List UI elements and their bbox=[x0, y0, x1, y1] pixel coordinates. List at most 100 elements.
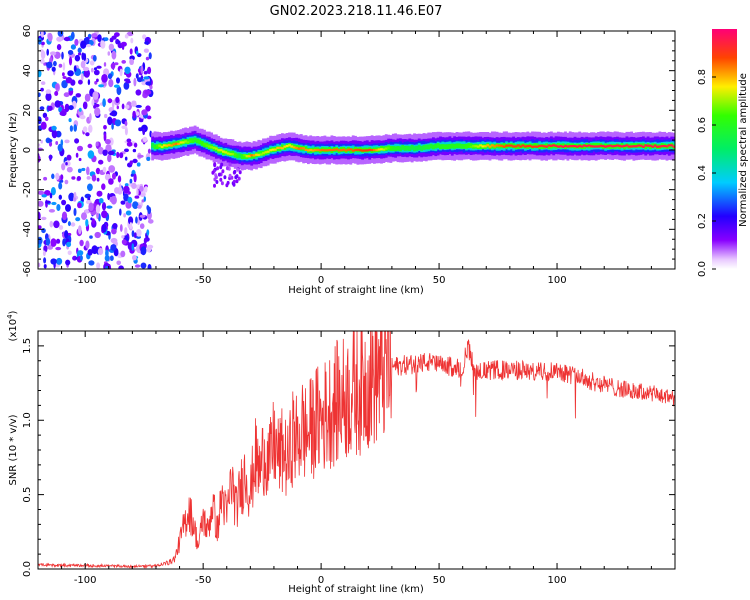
noise-blob bbox=[43, 176, 48, 181]
noise-blob bbox=[97, 247, 104, 256]
noise-blob bbox=[64, 139, 70, 144]
noise-blob bbox=[80, 60, 86, 69]
noise-blob bbox=[105, 249, 109, 257]
noise-blob bbox=[143, 237, 147, 244]
noise-blob bbox=[104, 113, 108, 119]
ridge-cell bbox=[446, 144, 449, 147]
noise-blob bbox=[74, 138, 80, 144]
noise-blob bbox=[45, 237, 51, 246]
noise-blob bbox=[128, 216, 134, 225]
colorbar-tick-label: 0.6 bbox=[697, 117, 708, 133]
ridge-cell bbox=[502, 145, 506, 148]
noise-blob bbox=[51, 66, 56, 72]
noise-blob bbox=[107, 154, 112, 163]
noise-blob bbox=[74, 54, 81, 62]
ridge-cell bbox=[604, 145, 607, 148]
noise-blob bbox=[57, 143, 63, 152]
snr-panel: -100 -50 0 50 100 0.0 0.5 1.0 1.5 Height of str… bbox=[6, 310, 676, 595]
ridge-tail-blob bbox=[213, 183, 216, 188]
noise-blob bbox=[71, 176, 76, 180]
noise-blob bbox=[79, 239, 84, 247]
ridge-cell bbox=[226, 152, 230, 155]
x-tick-label: -100 bbox=[74, 275, 97, 286]
noise-blob bbox=[80, 73, 84, 81]
ridge-cell bbox=[368, 148, 372, 151]
noise-blob bbox=[115, 96, 120, 104]
ridge-cell bbox=[278, 146, 282, 149]
noise-blob bbox=[134, 195, 140, 199]
noise-blob bbox=[50, 187, 56, 196]
noise-blob bbox=[110, 195, 117, 205]
ridge-cell bbox=[599, 144, 603, 147]
ridge-cell bbox=[321, 148, 324, 152]
noise-blob bbox=[38, 200, 44, 207]
ridge-cell bbox=[297, 147, 301, 150]
noise-blob bbox=[75, 152, 79, 158]
ridge-cell bbox=[667, 144, 671, 147]
noise-blob bbox=[58, 182, 63, 190]
noise-blob bbox=[56, 44, 62, 51]
noise-blob bbox=[124, 66, 131, 75]
noise-blob bbox=[73, 208, 77, 216]
noise-blob bbox=[129, 222, 133, 230]
noise-blob bbox=[79, 115, 86, 120]
ridge-cell bbox=[479, 144, 482, 149]
noise-blob bbox=[132, 110, 136, 119]
noise-blob bbox=[89, 60, 95, 66]
noise-blob bbox=[135, 89, 142, 96]
noise-blob bbox=[123, 82, 130, 90]
ridge-cell bbox=[467, 145, 471, 148]
noise-blob bbox=[91, 67, 94, 73]
ridge-cell bbox=[516, 144, 520, 150]
noise-blob bbox=[114, 32, 120, 37]
noise-blob bbox=[64, 179, 69, 185]
ridge-cell bbox=[363, 149, 367, 152]
ridge-tail-blob bbox=[235, 179, 239, 184]
noise-blob bbox=[132, 158, 138, 164]
ridge-cell bbox=[373, 149, 376, 152]
ridge-cell bbox=[651, 145, 655, 148]
ridge-cell bbox=[307, 149, 310, 152]
ridge-cell bbox=[403, 146, 407, 149]
ridge-cell bbox=[167, 144, 171, 147]
ridge-cell bbox=[219, 149, 223, 152]
ridge-cell bbox=[483, 145, 487, 148]
noise-blob bbox=[111, 228, 117, 235]
ridge-cell bbox=[653, 144, 657, 147]
ridge-cell bbox=[151, 144, 154, 147]
y-tick-label: 0.0 bbox=[22, 561, 33, 577]
ridge-cell bbox=[358, 149, 362, 152]
noise-blob bbox=[102, 166, 107, 173]
ridge-cell bbox=[344, 149, 348, 152]
ridge-cell bbox=[528, 144, 532, 147]
noise-blob bbox=[96, 78, 99, 83]
noise-blob bbox=[125, 80, 131, 84]
ridge-cell bbox=[644, 144, 648, 147]
ridge-cell bbox=[469, 145, 473, 148]
snr-series-line bbox=[38, 331, 675, 569]
ridge-cell bbox=[210, 146, 213, 149]
ridge-cell bbox=[670, 144, 674, 147]
x-tick-label: 100 bbox=[547, 275, 566, 286]
noise-blob bbox=[109, 255, 114, 261]
noise-blob bbox=[61, 199, 67, 206]
y-tick-label: 0 bbox=[22, 147, 33, 153]
noise-blob bbox=[131, 230, 135, 238]
ridge-cell bbox=[356, 148, 360, 151]
noise-blob bbox=[103, 132, 107, 142]
ridge-tail-blob bbox=[219, 177, 223, 182]
noise-blob bbox=[146, 229, 150, 236]
ridge-tail-blob bbox=[232, 179, 236, 184]
noise-blob bbox=[120, 250, 126, 258]
ridge-tail-blob bbox=[217, 172, 221, 177]
ridge-cell bbox=[281, 144, 284, 150]
noise-blob bbox=[111, 50, 117, 60]
ridge-cell bbox=[382, 148, 386, 151]
y-tick-label: -20 bbox=[22, 181, 33, 197]
ridge-cell bbox=[264, 151, 268, 154]
ridge-cell bbox=[606, 145, 610, 148]
ridge-cell bbox=[196, 140, 199, 143]
ridge-cell bbox=[387, 146, 390, 149]
ridge-cell bbox=[642, 145, 645, 148]
ridge-cell bbox=[198, 140, 202, 143]
